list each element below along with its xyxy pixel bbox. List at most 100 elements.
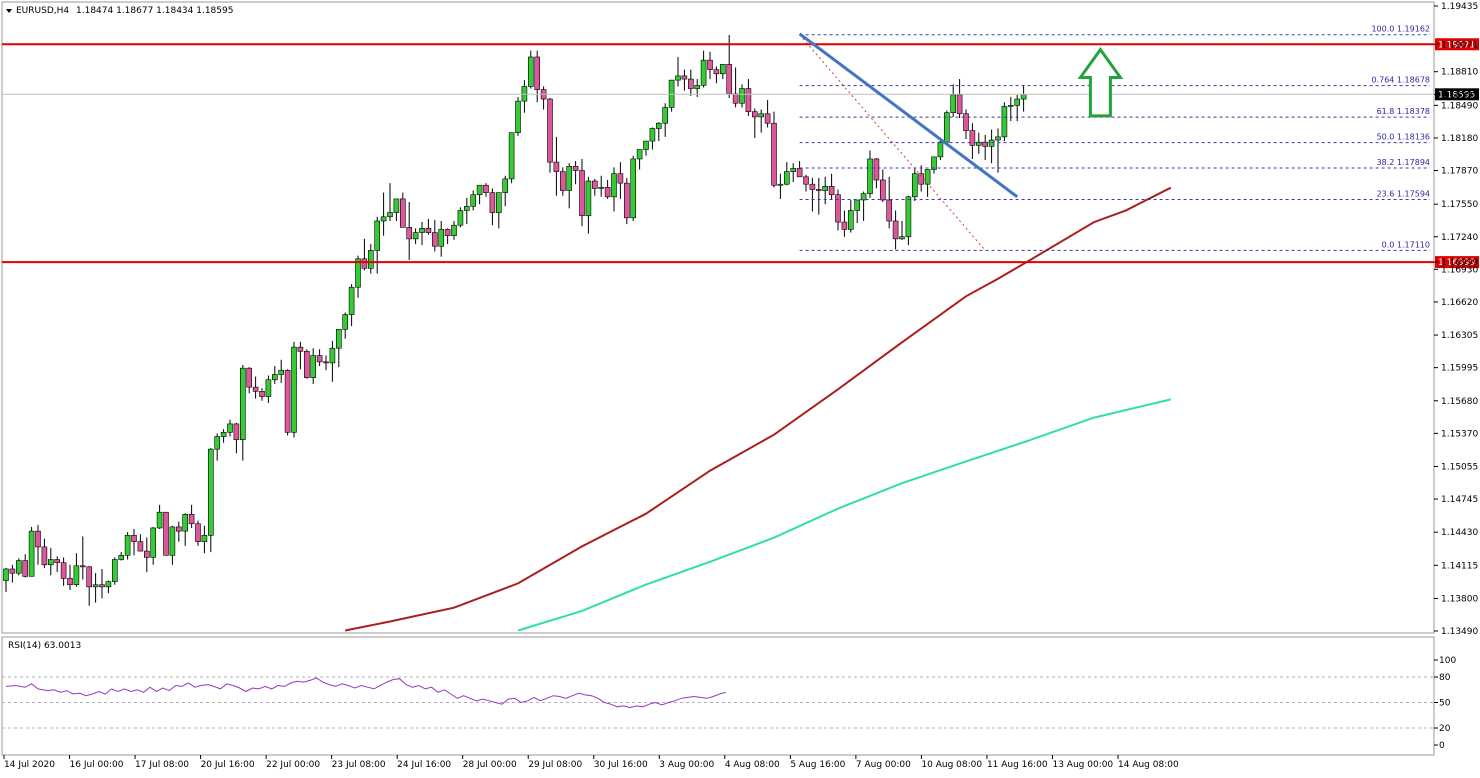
candle <box>617 162 624 199</box>
bearish-candle-body <box>316 355 323 363</box>
bullish-candle-body <box>265 379 272 397</box>
candle <box>380 192 387 236</box>
bullish-candle-body <box>367 250 374 269</box>
price-tick-label: 1.15370 <box>1441 429 1478 439</box>
bullish-candle-body <box>220 432 227 437</box>
bearish-candle-body <box>60 562 67 579</box>
candle <box>854 199 861 224</box>
bearish-candle-body <box>80 565 86 568</box>
price-tick-label: 1.14115 <box>1441 561 1478 571</box>
price-tick-label: 1.16620 <box>1441 298 1478 308</box>
bullish-candle-body <box>451 224 457 237</box>
candle <box>259 388 265 401</box>
bearish-candle-body <box>732 93 739 104</box>
bullish-candle-body <box>214 436 220 450</box>
time-tick-label: 14 Jul 2020 <box>4 760 55 770</box>
bullish-candle-body <box>1014 98 1021 106</box>
price-tick-label: 1.17870 <box>1441 167 1478 177</box>
bearish-candle-body <box>22 560 29 577</box>
candle <box>86 565 92 606</box>
time-axis: 14 Jul 2020 16 Jul 00:00 17 Jul 08:00 20 Ju… <box>3 755 1179 770</box>
bullish-candle-body <box>15 560 22 574</box>
price-tick-label: 1.17550 <box>1441 200 1478 210</box>
candle <box>431 219 438 252</box>
bearish-candle-body <box>892 220 899 240</box>
candle <box>803 174 809 192</box>
candle <box>879 169 886 203</box>
candle <box>675 56 681 87</box>
candle <box>911 168 918 202</box>
bearish-candle-body <box>35 530 41 548</box>
bullish-candle-body <box>668 79 675 108</box>
candle <box>630 155 637 221</box>
time-tick-label: 5 Aug 16:00 <box>790 760 845 770</box>
bearish-candle-body <box>483 184 489 193</box>
candle <box>419 222 425 246</box>
candle <box>527 50 534 89</box>
dropdown-triangle-icon[interactable] <box>6 9 12 13</box>
bullish-candle-body <box>911 173 918 198</box>
fibonacci-level-label: 0.764 1.18678 <box>1371 76 1430 85</box>
candle <box>92 573 99 603</box>
descending-trendline <box>798 32 1019 199</box>
candle <box>367 244 374 274</box>
last-price-badge <box>1435 88 1479 101</box>
bullish-candle-body <box>387 212 393 218</box>
candle <box>387 183 393 221</box>
moving-average-layer <box>345 186 1172 632</box>
bullish-candle-body <box>643 140 649 150</box>
rsi-tick-label: 20 <box>1439 724 1451 734</box>
candle <box>406 202 413 260</box>
candle <box>35 524 41 565</box>
candle <box>169 525 176 565</box>
bearish-candle-body <box>681 75 688 80</box>
bullish-candle-body <box>630 158 637 219</box>
bearish-candle-body <box>886 199 893 222</box>
bullish-candle-body <box>240 367 246 440</box>
bullish-candle-body <box>278 369 285 375</box>
candle <box>438 220 445 257</box>
bullish-candle-body <box>783 171 790 185</box>
horizontal-levels-layer: 1.19071 1.16999 1.18595 <box>2 38 1479 269</box>
price-tick-label: 1.13800 <box>1441 594 1478 604</box>
bullish-candle-body <box>112 559 118 582</box>
bullish-candle-body <box>412 232 419 240</box>
rsi-panel-frame <box>1 636 1435 756</box>
candle <box>54 556 61 573</box>
candle <box>809 177 816 212</box>
candle <box>444 228 451 245</box>
level-price-badge <box>1435 256 1479 269</box>
bearish-candle-body <box>835 194 841 223</box>
candle <box>310 348 317 384</box>
bullish-candle-body <box>227 423 233 433</box>
bearish-candle-body <box>361 258 368 269</box>
candle <box>144 537 150 573</box>
bullish-candle-body <box>393 198 400 213</box>
bearish-candle-body <box>771 122 777 186</box>
time-tick-label: 29 Jul 08:00 <box>528 760 582 770</box>
candle <box>495 192 502 229</box>
bullish-candle-body <box>438 229 445 247</box>
bearish-candle-body <box>489 192 496 213</box>
bearish-candle-body <box>879 179 886 201</box>
candle <box>585 176 592 234</box>
candle <box>828 173 835 200</box>
candle <box>412 228 419 245</box>
candle <box>297 341 304 370</box>
candle <box>815 177 822 215</box>
bullish-candle-body <box>169 526 176 556</box>
level-price-badge <box>1435 38 1479 51</box>
candle <box>60 557 67 586</box>
rsi-tick-label: 80 <box>1439 673 1451 683</box>
bullish-candle-body <box>636 149 643 160</box>
bullish-candle-body <box>380 216 387 222</box>
bearish-candle-body <box>425 228 432 233</box>
candle <box>476 184 483 205</box>
candle <box>112 557 118 585</box>
bearish-candle-body <box>144 550 150 558</box>
candle <box>80 536 86 580</box>
